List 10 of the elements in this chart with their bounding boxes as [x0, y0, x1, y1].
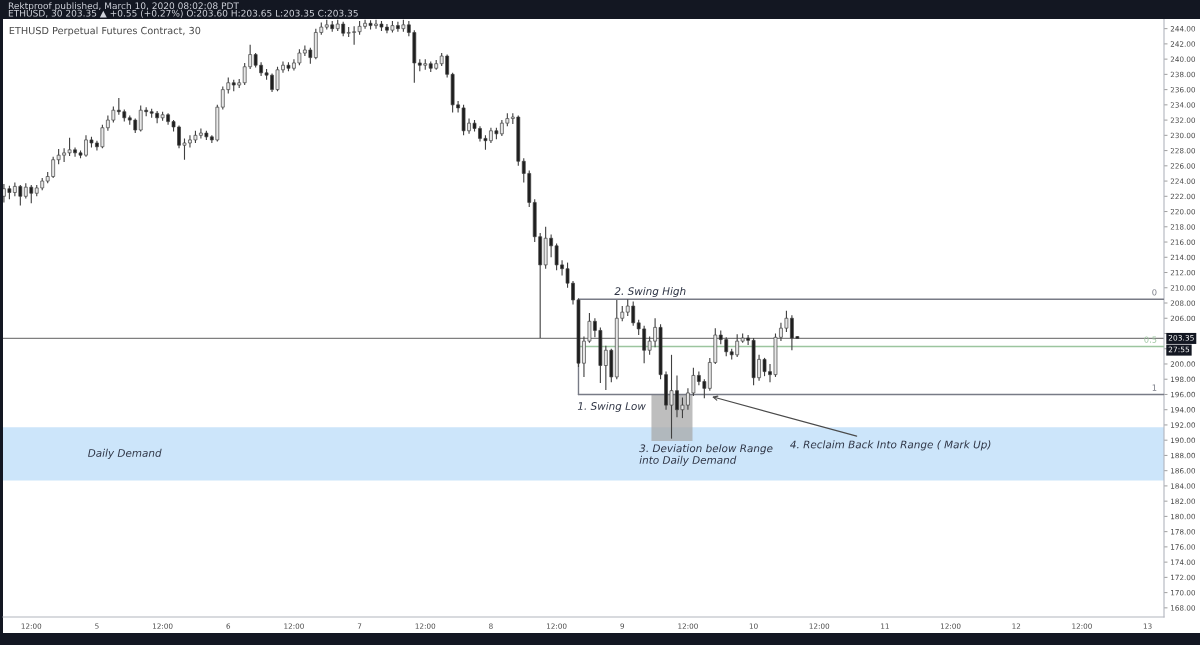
- chart-subtitle: ETHUSD, 30 203.35 ▲ +0.55 (+0.27%) O:203.60 H:203.65 L:203.35 C:203.35: [8, 9, 358, 18]
- annotation: 1. Swing Low: [577, 401, 646, 413]
- annotation: 2. Swing High: [614, 286, 686, 298]
- chart-title: Rektproof published, March 10, 2020 08:02:08 PDT: [8, 2, 239, 11]
- annotation: 3. Deviation below Range into Daily Demand: [639, 444, 773, 466]
- series-label: 1: [1152, 384, 1157, 391]
- annotation: ETHUSD Perpetual Futures Contract, 30: [9, 26, 201, 37]
- series-label: 0: [1152, 289, 1157, 296]
- annotation: 4. Reclaim Back Into Range ( Mark Up): [790, 440, 991, 451]
- band-label: Daily Demand: [88, 448, 162, 459]
